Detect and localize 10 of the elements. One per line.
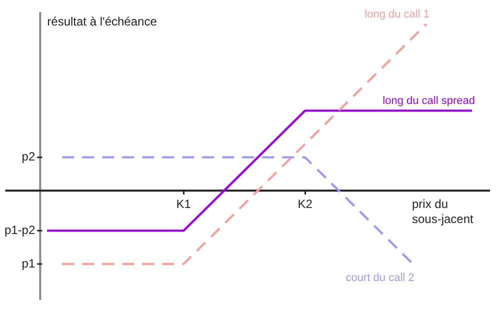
text: p1 [22,256,36,270]
x-tick-label: K2 [298,197,313,212]
y-axis-title: résultat à l'échéance [47,14,158,28]
series-label: long du call spread [382,95,475,108]
text: p1-p2 [4,222,36,237]
series-label: long du call 1 [364,8,430,21]
x-axis-title: prix du sous-jacent [412,196,474,226]
x-tick-label: K1 [176,197,192,212]
text: p2 [22,150,36,164]
series-label: court du call 2 [346,272,414,284]
